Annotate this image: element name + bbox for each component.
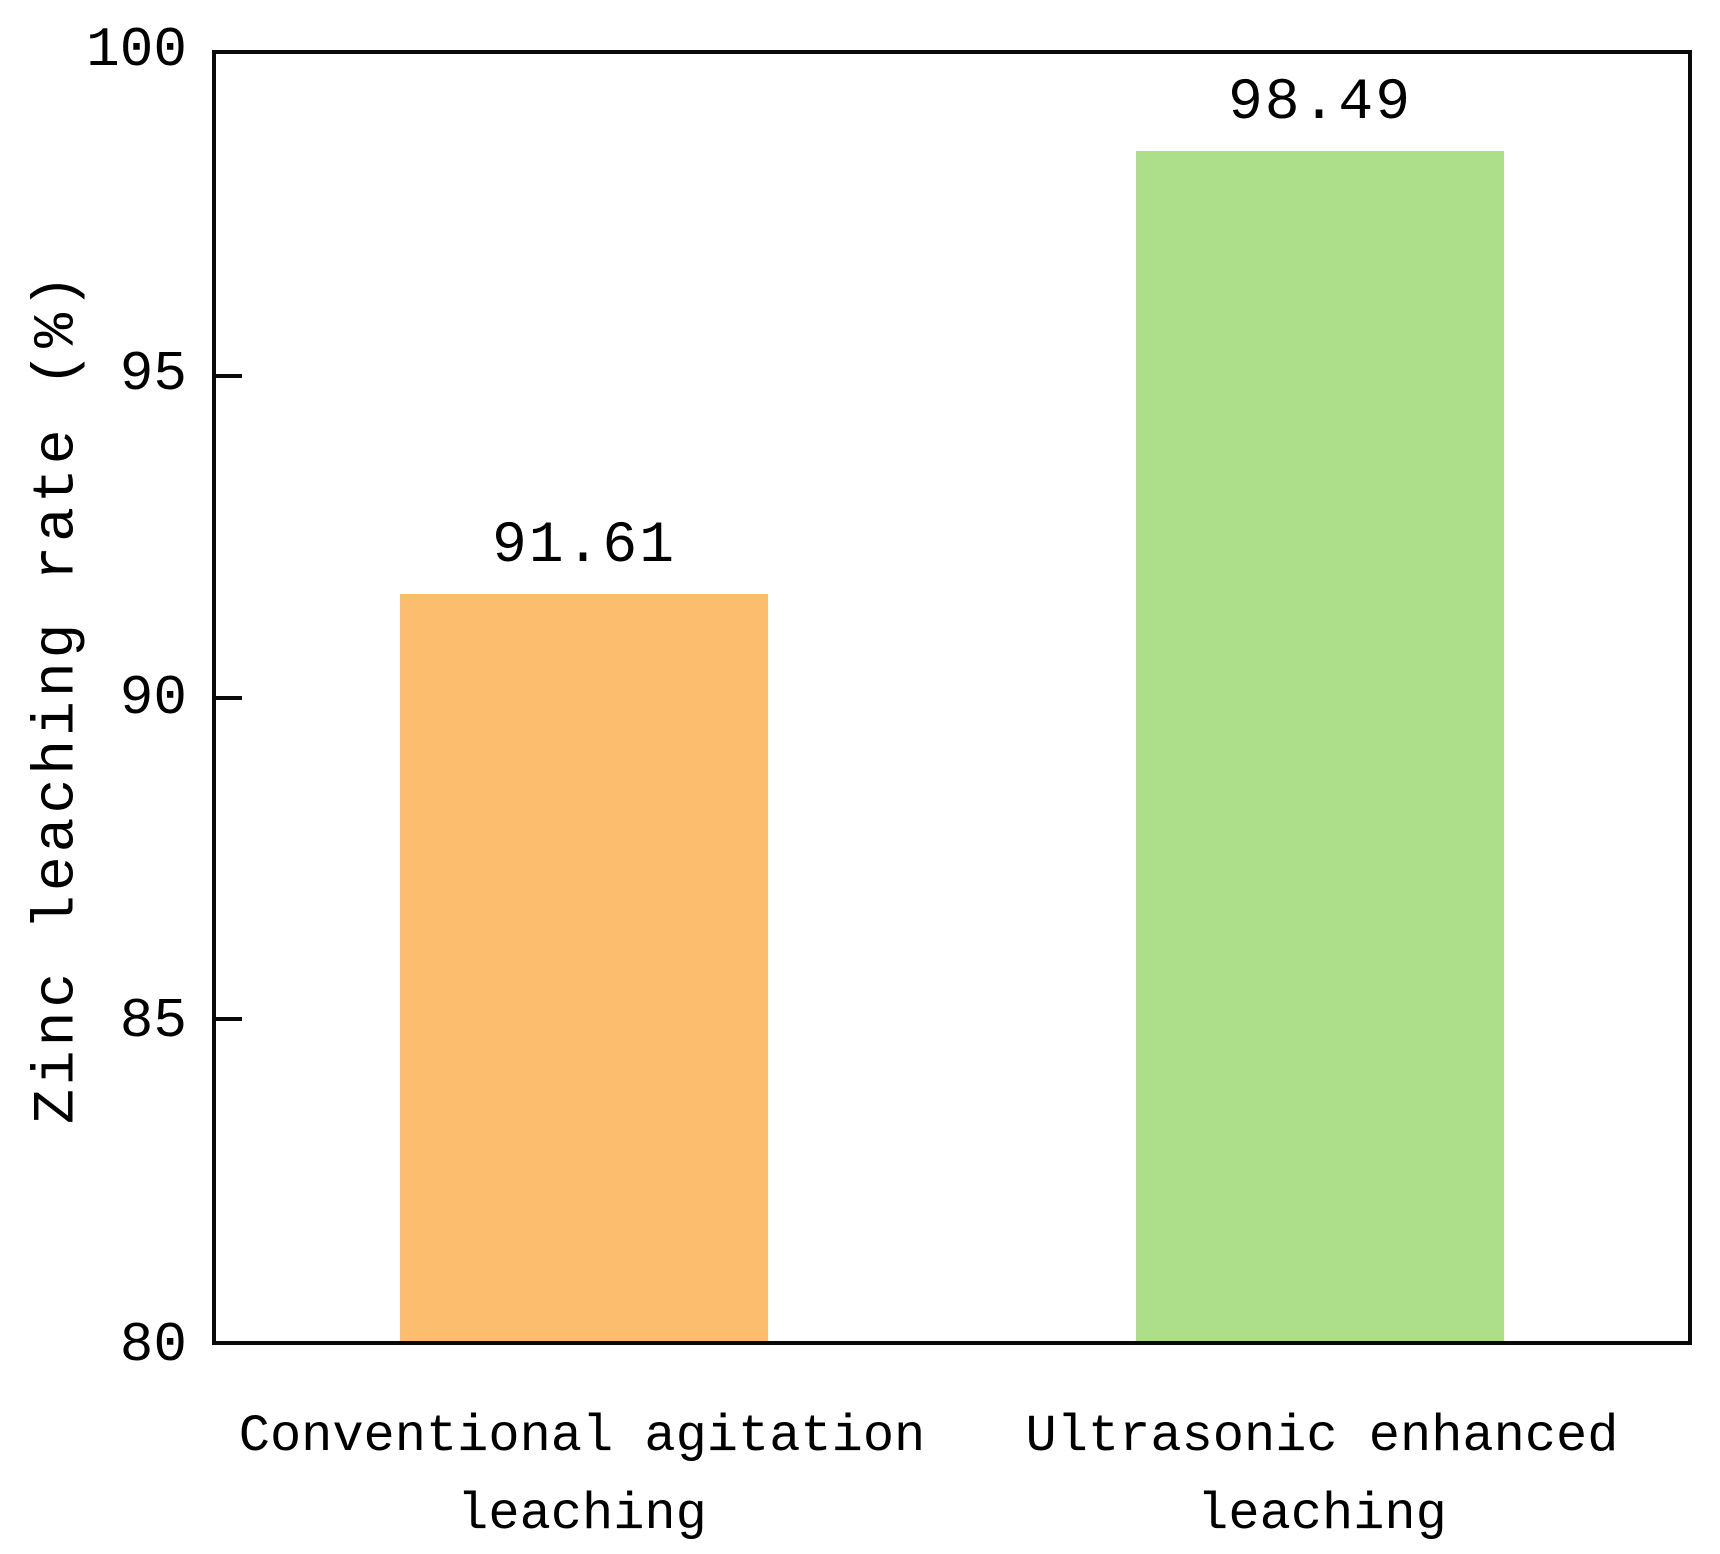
y-tick-mark	[216, 1017, 242, 1022]
bar-ultrasonic-enhanced-leaching	[1136, 151, 1504, 1341]
x-category-label-conventional: Conventional agitation leaching	[212, 1398, 952, 1554]
bar-conventional-agitation-leaching	[400, 593, 768, 1341]
plot-area: 91.61 98.49	[212, 50, 1692, 1345]
x-category-label-ultrasonic: Ultrasonic enhanced leaching	[952, 1398, 1692, 1554]
y-tick-label: 95	[119, 341, 187, 406]
bar-value-label-conventional: 91.61	[491, 513, 677, 579]
x-category-label-line: leaching	[457, 1485, 707, 1544]
y-tick-label: 85	[119, 989, 187, 1054]
y-axis-tick-labels: 80 85 90 95 100	[0, 22, 187, 1373]
y-tick-label: 90	[119, 665, 187, 730]
x-category-label-line: Conventional agitation	[238, 1407, 926, 1466]
y-tick-label: 80	[119, 1313, 187, 1377]
y-tick-mark	[216, 695, 242, 700]
x-category-label-line: Ultrasonic enhanced	[1025, 1407, 1619, 1466]
bar-value-label-ultrasonic: 98.49	[1227, 71, 1413, 137]
y-tick-label: 100	[86, 18, 187, 82]
x-category-label-line: leaching	[1197, 1485, 1447, 1544]
y-tick-mark	[216, 373, 242, 378]
